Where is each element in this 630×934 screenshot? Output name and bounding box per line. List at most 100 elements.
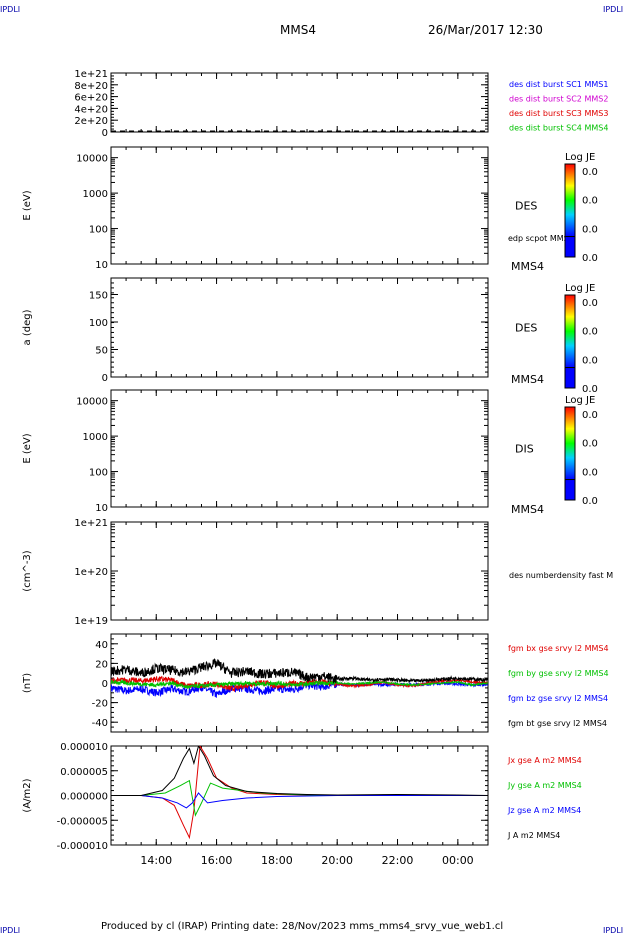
y-axis-label: E (eV): [22, 190, 33, 220]
y-tick-label: 10000: [76, 397, 108, 408]
instrument-label: DES: [515, 322, 537, 335]
y-tick-label: 100: [89, 225, 108, 236]
panel-p3: 150 100 50 0 a (deg) DES MMS4 Log JE 0.0 0.0 0.0 0.…: [22, 277, 598, 395]
y-tick-label: 0.000005: [60, 767, 108, 778]
y-tick-label: 0: [102, 373, 108, 384]
panel-frame: [110, 146, 489, 265]
y-tick-label: 10000: [76, 154, 108, 165]
corner-label-bottom-right: IPDLI: [603, 926, 623, 934]
time-tick-label: 18:00: [261, 854, 293, 867]
colorbar-tick-label: 0.0: [582, 496, 598, 507]
time-tick-label: 14:00: [140, 854, 172, 867]
series-legend-entry: fgm bz gse srvy l2 MMS4: [508, 694, 608, 703]
corner-label-top-left: IPDLI: [0, 5, 20, 14]
colorbar-low: [564, 367, 576, 389]
spacecraft-label: MMS4: [511, 260, 544, 273]
y-tick-label: 150: [89, 291, 108, 302]
colorbar: [564, 294, 576, 369]
colorbar: [564, 406, 576, 481]
legend-entry: des dist burst SC2 MMS2: [509, 95, 608, 104]
y-tick-label: 40: [95, 640, 108, 651]
colorbar: [564, 163, 576, 238]
colorbar-tick-label: 0.0: [582, 467, 598, 478]
colorbar-tick-label: 0.0: [582, 298, 598, 309]
y-tick-label: 50: [95, 346, 108, 357]
series-line: [111, 792, 488, 809]
colorbar-low: [564, 236, 576, 258]
y-tick-label: 0.000000: [60, 792, 108, 803]
series-line: [111, 679, 488, 690]
panel-frame: [110, 277, 489, 378]
colorbar-tick-label: 0.0: [582, 327, 598, 338]
y-tick-label: 4e+20: [74, 104, 108, 115]
series-legend-entry: fgm bt gse srvy l2 MMS4: [508, 719, 607, 728]
y-tick-label: -0.000005: [57, 816, 108, 827]
spacecraft-label: MMS4: [511, 373, 544, 386]
y-tick-label: 1000: [83, 432, 108, 443]
corner-label-top-right: IPDLI: [603, 5, 623, 14]
instrument-label: DES: [515, 200, 537, 213]
colorbar-tick-label: 0.0: [582, 167, 598, 178]
colorbar-tick-label: 0.0: [582, 224, 598, 235]
instrument-label: DIS: [515, 443, 534, 456]
overlay-legend: edp scpot MMS4: [508, 234, 574, 243]
panel-frame: [110, 389, 489, 508]
colorbar-low: [564, 479, 576, 501]
colorbar-title: Log JE: [565, 283, 595, 294]
panel-frame: [110, 72, 489, 133]
panel-frame: [110, 521, 489, 621]
time-tick-label: 16:00: [201, 854, 233, 867]
y-tick-label: 0: [102, 128, 108, 139]
series-legend-entry: Jx gse A m2 MMS4: [507, 756, 582, 765]
series-legend-entry: fgm by gse srvy l2 MMS4: [508, 669, 609, 678]
y-tick-label: 1000: [83, 189, 108, 200]
colorbar-tick-label: 0.0: [582, 253, 598, 264]
y-tick-label: -0.000010: [57, 841, 108, 852]
legend-entry: des dist burst SC4 MMS4: [509, 124, 608, 133]
legend-entry: des dist burst SC1 MMS1: [509, 80, 608, 89]
y-tick-label: 1e+20: [74, 567, 108, 578]
y-axis-label: a (deg): [22, 309, 33, 345]
series-line: [111, 658, 488, 684]
time-tick-label: 00:00: [442, 854, 474, 867]
legend-entry: des numberdensity fast M: [509, 571, 613, 580]
spacecraft-label: MMS4: [511, 503, 544, 516]
y-tick-label: 8e+20: [74, 81, 108, 92]
panel-p2: 10000 1000 100 10 E (eV) DES MMS4 edp scpot MMS…: [22, 146, 598, 273]
y-tick-label: 0: [102, 679, 108, 690]
y-tick-label: 1e+21: [74, 518, 108, 529]
y-axis-label: (cm^-3): [22, 550, 33, 591]
y-tick-label: 1e+21: [74, 69, 108, 80]
y-tick-label: 2e+20: [74, 116, 108, 127]
colorbar-tick-label: 0.0: [582, 384, 598, 395]
series-line: [111, 746, 488, 796]
spacecraft-title: MMS4: [280, 23, 316, 37]
time-tick-label: 20:00: [321, 854, 353, 867]
colorbar-tick-label: 0.0: [582, 410, 598, 421]
y-tick-label: 100: [89, 468, 108, 479]
legend-entry: des dist burst SC3 MMS3: [509, 109, 608, 118]
y-tick-label: 10: [95, 260, 108, 271]
series-legend-entry: Jz gse A m2 MMS4: [507, 806, 581, 815]
y-tick-label: 10: [95, 503, 108, 514]
y-tick-label: 1e+19: [74, 616, 108, 627]
colorbar-tick-label: 0.0: [582, 196, 598, 207]
panel-p6: 40 20 0 -20 -40 (nT) fgm bx gse srvy l2 MMS4 fg…: [22, 633, 609, 733]
colorbar-tick-label: 0.0: [582, 355, 598, 366]
y-tick-label: 20: [95, 659, 108, 670]
panel-p5: 1e+21 1e+20 1e+19 (cm^-3) des numberdensity …: [22, 518, 613, 627]
panel-p4: 10000 1000 100 10 E (eV) DIS MMS4 Log JE 0.0 0.0 0…: [22, 389, 598, 516]
corner-label-bottom-left: IPDLI: [0, 926, 20, 934]
y-tick-label: 0.000010: [60, 742, 108, 753]
colorbar-title: Log JE: [565, 395, 595, 406]
y-tick-label: -40: [92, 718, 108, 729]
time-tick-label: 22:00: [382, 854, 414, 867]
series-legend-entry: fgm bx gse srvy l2 MMS4: [508, 644, 609, 653]
y-axis-label: (nT): [22, 673, 33, 693]
y-tick-label: 100: [89, 318, 108, 329]
footer-credits: Produced by cl (IRAP) Printing date: 28/…: [101, 921, 503, 932]
colorbar-title: Log JE: [565, 152, 595, 163]
